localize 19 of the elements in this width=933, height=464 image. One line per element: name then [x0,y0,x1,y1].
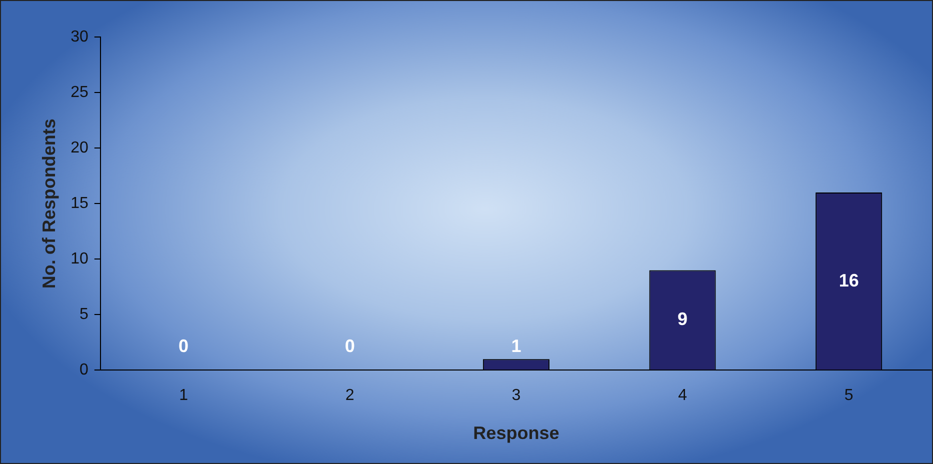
x-axis-title: Response [473,423,560,444]
x-tick-label: 2 [345,387,354,404]
data-label: 9 [678,309,688,330]
data-label: 1 [511,336,522,356]
x-tick-label: 1 [179,387,188,404]
data-label: 16 [838,270,859,290]
y-tick-label: 25 [70,84,88,101]
data-label: 0 [344,336,355,356]
y-tick-label: 20 [70,139,88,156]
y-tick-label: 5 [79,306,88,324]
y-tick-label: 0 [79,362,88,379]
x-tick-label: 4 [678,387,688,404]
y-axis-title: No. of Respondents [38,118,59,289]
x-tick-label: 5 [844,387,854,404]
x-tick-label: 3 [512,387,521,404]
y-tick-label: 30 [70,28,88,46]
data-label: 0 [178,336,189,356]
y-tick-label: 15 [70,195,88,212]
y-tick-label: 10 [70,250,88,268]
